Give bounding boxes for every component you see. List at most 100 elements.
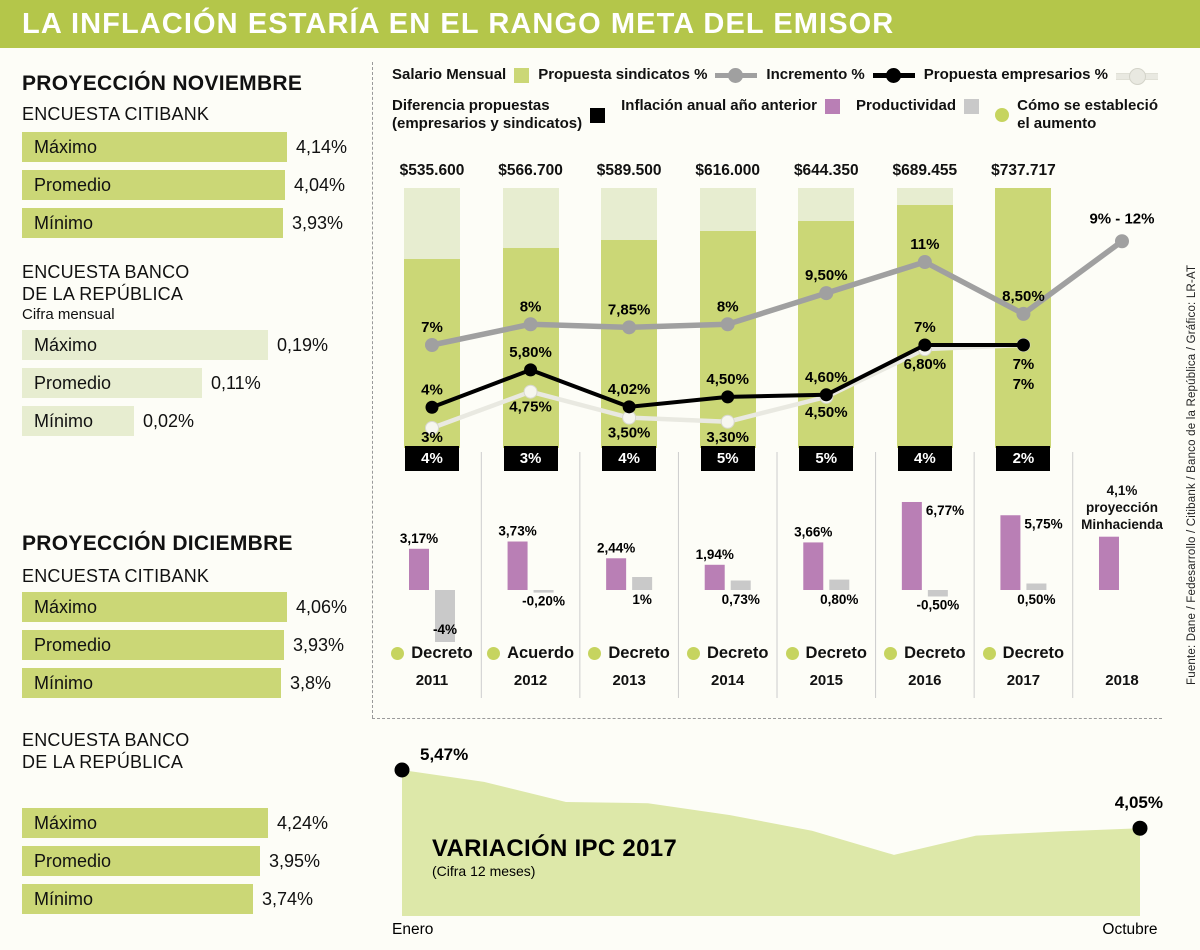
legend-swatch-linedot <box>872 67 915 83</box>
legend-item: Inflación anual año anterior <box>621 97 840 115</box>
established-label: Decreto <box>411 644 473 662</box>
salary-bar-fill <box>896 205 953 448</box>
legend-row: Salario Mensual Propuesta sindicatos % Inc… <box>392 66 1158 85</box>
legend-label: Propuesta sindicatos % <box>538 66 707 84</box>
established-by: Decreto <box>580 644 678 663</box>
difference-badge: 4% <box>602 446 657 471</box>
year-label: 2013 <box>612 672 646 689</box>
established-dot <box>686 647 700 660</box>
salary-label: $589.500 <box>596 162 662 179</box>
salary-bar <box>502 188 559 448</box>
salary-bar-fill <box>502 248 559 448</box>
legend-row: Diferencia propuestas (empresarios y sind… <box>392 97 1158 133</box>
legend-swatch-linedot <box>715 67 758 83</box>
legend-swatch-square <box>825 98 840 114</box>
established-label: Decreto <box>904 644 966 662</box>
established-by: Decreto <box>679 644 777 663</box>
legend-label-line: (empresarios y sindicatos) <box>392 115 583 132</box>
established-dot <box>391 647 405 660</box>
legend-label-line: Incremento % <box>766 66 865 83</box>
difference-badge: 3% <box>503 446 558 471</box>
legend-swatch-square <box>514 67 530 83</box>
salary-bar-fill <box>699 231 756 448</box>
page-title: LA INFLACIÓN ESTARÍA EN EL RANGO META DE… <box>22 7 895 40</box>
difference-badge: 4% <box>405 446 459 471</box>
legend-label: Incremento % <box>766 66 864 84</box>
salary-bar <box>601 188 658 448</box>
legend-item: Propuesta empresarios % <box>924 66 1158 85</box>
legend-label-line: Cómo se estableció <box>1017 97 1158 114</box>
legend-item: Productividad <box>856 97 980 115</box>
established-dot <box>982 647 996 660</box>
source-credit: Fuente: Dane / Fedesarrollo / Citibank /… <box>1186 264 1198 686</box>
difference-badge: 5% <box>799 446 854 471</box>
established-dot <box>487 647 501 660</box>
established-label: Decreto <box>805 644 867 662</box>
legend-label: Salario Mensual <box>392 66 506 84</box>
salary-bar <box>896 188 953 448</box>
established-dot <box>785 647 799 660</box>
established-dot <box>588 647 602 660</box>
salary-bar-fill <box>995 188 1052 448</box>
year-label: 2015 <box>809 672 843 689</box>
divider-horizontal-dashed <box>372 718 1162 719</box>
salary-bar-fill <box>798 221 855 448</box>
year-label: 2012 <box>513 672 548 689</box>
established-label: Acuerdo <box>507 644 575 662</box>
legend-item: Incremento % <box>766 66 915 84</box>
salary-label: $689.455 <box>892 162 958 179</box>
difference-badge: 5% <box>700 446 755 471</box>
salary-bar <box>699 188 756 448</box>
established-by: Decreto <box>383 644 481 663</box>
divider-vertical-dashed <box>372 62 373 718</box>
salary-bar <box>798 188 855 448</box>
header-bar: LA INFLACIÓN ESTARÍA EN EL RANGO META DE… <box>0 0 1200 48</box>
chart-legend: Salario Mensual Propuesta sindicatos % Inc… <box>392 66 1158 133</box>
legend-label-line: el aumento <box>1017 115 1097 132</box>
legend-item: Diferencia propuestas (empresarios y sind… <box>392 97 606 133</box>
legend-label-line: Propuesta empresarios % <box>923 66 1108 83</box>
legend-swatch-dot <box>995 108 1010 122</box>
projection-note-line: proyección <box>1085 500 1158 515</box>
salary-bar-fill <box>601 240 658 448</box>
salary-label: $535.600 <box>399 162 465 179</box>
legend-label-line: Propuesta sindicatos % <box>538 66 708 83</box>
year-label: 2014 <box>711 672 745 689</box>
salary-label: $616.000 <box>695 162 761 179</box>
salary-label: $566.700 <box>498 162 563 179</box>
legend-label: Cómo se estableció el aumento <box>1017 97 1158 133</box>
year-label: 2018 <box>1105 672 1139 689</box>
legend-swatch-linedot <box>1116 67 1158 85</box>
established-by: Acuerdo <box>482 644 580 663</box>
legend-label-line: Productividad <box>856 97 957 114</box>
projection-note-line: 4,1% <box>1106 483 1138 498</box>
established-by: Decreto <box>974 644 1072 663</box>
established-by: Decreto <box>876 644 974 663</box>
legend-label-line: Diferencia propuestas <box>392 97 550 114</box>
established-label: Decreto <box>608 644 670 662</box>
difference-badge: 2% <box>996 446 1051 471</box>
established-label: Decreto <box>1002 644 1065 662</box>
established-label: Decreto <box>706 644 769 662</box>
legend-label: Propuesta empresarios % <box>924 66 1108 84</box>
legend-item: Propuesta sindicatos % <box>538 66 758 84</box>
year-label: 2017 <box>1006 672 1041 689</box>
salary-bar <box>404 188 460 448</box>
projection-note-line: Minhacienda <box>1081 517 1163 532</box>
legend-swatch-square <box>964 98 980 114</box>
legend-label-line: Salario Mensual <box>392 66 507 83</box>
legend-label: Inflación anual año anterior <box>621 97 817 115</box>
established-by: Decreto <box>777 644 875 663</box>
legend-swatch-square <box>590 107 606 123</box>
legend-item: Salario Mensual <box>392 66 530 84</box>
difference-badge: 4% <box>897 446 952 471</box>
salary-label: $644.350 <box>793 162 859 179</box>
legend-item: Cómo se estableció el aumento <box>995 97 1158 133</box>
year-label: 2016 <box>908 672 942 689</box>
legend-label: Diferencia propuestas (empresarios y sind… <box>392 97 582 133</box>
salary-label: $737.717 <box>991 162 1056 179</box>
legend-label-line: Inflación anual año anterior <box>621 97 817 114</box>
projection-note: 4,1% proyección Minhacienda <box>1074 482 1170 533</box>
salary-bar <box>995 188 1052 448</box>
